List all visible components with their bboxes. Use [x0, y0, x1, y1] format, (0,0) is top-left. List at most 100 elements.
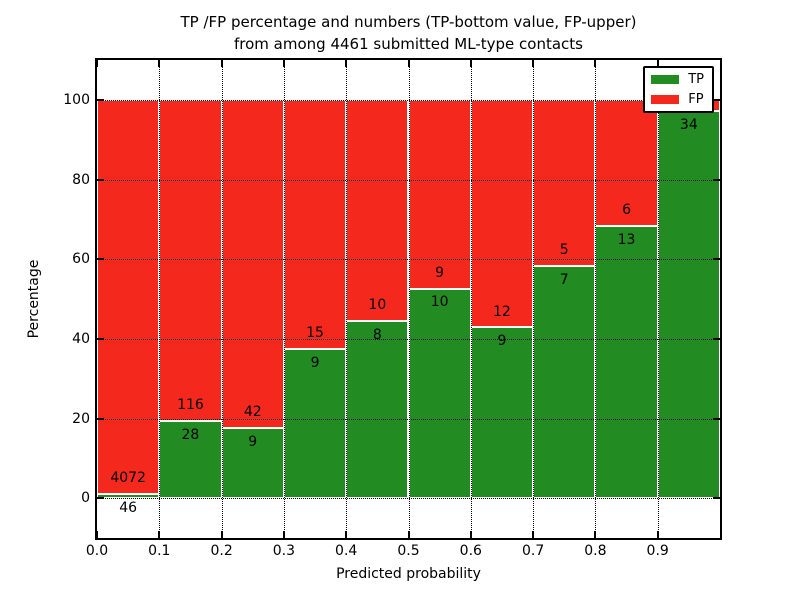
x-tick-mark: [345, 60, 348, 67]
x-tick-mark: [469, 531, 472, 538]
y-tick-mark: [713, 417, 720, 420]
x-tick-mark: [158, 531, 161, 538]
bar-label-tp: 28: [181, 426, 200, 443]
bar-segment-fp: [408, 99, 471, 289]
x-tick-mark: [594, 531, 597, 538]
x-tick-mark: [594, 60, 597, 67]
x-tick-mark: [282, 531, 285, 538]
x-tick-mark: [282, 60, 285, 67]
chart-title: TP /FP percentage and numbers (TP-bottom…: [97, 11, 720, 55]
bar-segment-fp: [221, 99, 284, 428]
bar-label-tp: 8: [372, 327, 382, 344]
bar-label-fp: 4072: [110, 469, 146, 486]
bar-label-tp: 13: [617, 231, 636, 248]
bar-label-fp: 15: [306, 324, 324, 341]
y-tick-label: 0: [81, 490, 90, 507]
y-tick-mark: [713, 98, 720, 101]
bar-segment-tp: [533, 265, 596, 499]
y-tick-mark: [97, 98, 104, 101]
x-tick-label: 0.3: [272, 543, 296, 559]
x-tick-mark: [220, 60, 223, 67]
x-tick-mark: [656, 60, 659, 67]
bar-segment-tp: [283, 348, 347, 499]
y-tick-label: 20: [72, 410, 90, 427]
y-tick-label: 80: [72, 171, 90, 188]
x-tick-label: 0.6: [459, 543, 482, 559]
y-tick-mark: [97, 417, 104, 420]
v-gridline: [657, 60, 659, 538]
y-tick-mark: [713, 497, 720, 500]
x-tick-mark: [220, 531, 223, 538]
legend-label-fp: FP: [688, 92, 704, 107]
bar-segment-tp: [470, 327, 534, 499]
bar-label-fp: 5: [559, 241, 569, 258]
bar-label-tp: 10: [430, 294, 449, 311]
x-tick-label: 0.7: [521, 543, 545, 559]
y-tick-label: 60: [72, 251, 90, 268]
bar-segment-tp: [97, 493, 160, 499]
legend-label-tp: TP: [688, 72, 704, 87]
x-tick-mark: [345, 531, 348, 538]
v-gridline: [470, 60, 472, 538]
v-gridline: [346, 60, 348, 538]
bar-segment-fp: [159, 99, 222, 421]
bar-label-fp: 6: [622, 201, 632, 218]
bar-label-tp: 7: [559, 271, 569, 288]
bar-segment-tp: [408, 288, 471, 499]
chart-title-line1: TP /FP percentage and numbers (TP-bottom…: [180, 13, 637, 31]
y-tick-mark: [97, 258, 104, 261]
legend-item-tp: TP: [651, 73, 704, 86]
x-tick-mark: [532, 60, 535, 67]
x-tick-label: 0.8: [584, 543, 607, 559]
v-gridline: [221, 60, 223, 538]
legend-swatch-tp-icon: [651, 75, 680, 84]
v-gridline: [159, 60, 161, 538]
bar-segment-fp: [470, 99, 534, 328]
chart-title-line2: from among 4461 submitted ML-type contac…: [234, 35, 583, 53]
x-tick-mark: [469, 60, 472, 67]
x-tick-label: 0.5: [397, 543, 420, 559]
bar-segment-fp: [346, 99, 409, 322]
x-tick-label: 0.1: [148, 543, 171, 559]
bar-label-tp: 9: [310, 354, 320, 371]
bar-label-tp: 46: [119, 499, 138, 516]
bar-segment-tp: [595, 225, 658, 499]
bar-label-fp: 12: [493, 303, 511, 320]
v-gridline: [595, 60, 597, 538]
bar-label-fp: 42: [243, 403, 262, 420]
x-tick-label: 0.9: [646, 543, 669, 559]
y-tick-mark: [97, 178, 104, 181]
bar-label-tp: 34: [679, 117, 698, 134]
bar-segment-fp: [595, 99, 658, 226]
x-tick-mark: [407, 60, 410, 67]
x-tick-mark: [158, 60, 161, 67]
bar-segment-fp: [97, 99, 160, 494]
bar-segment-fp: [283, 99, 347, 349]
legend-item-fp: FP: [651, 93, 704, 106]
legend: TP FP: [643, 66, 714, 113]
x-tick-label: 0.0: [85, 543, 109, 559]
y-tick-label: 40: [72, 330, 90, 347]
x-tick-mark: [407, 531, 410, 538]
bar-segment-tp: [221, 427, 284, 499]
x-tick-mark: [532, 531, 535, 538]
bar-label-fp: 116: [177, 396, 204, 413]
bar-segment-tp: [657, 111, 720, 499]
bar-label-tp: 9: [248, 433, 258, 450]
y-tick-label: 100: [63, 91, 90, 108]
y-tick-mark: [713, 337, 720, 340]
v-gridline: [283, 60, 285, 538]
x-tick-mark: [96, 60, 98, 67]
x-tick-mark: [96, 531, 98, 538]
y-axis-label: Percentage: [26, 259, 42, 339]
x-tick-label: 0.2: [210, 543, 233, 559]
bar-segment-tp: [346, 321, 409, 499]
y-tick-mark: [97, 497, 104, 500]
x-tick-label: 0.4: [335, 543, 358, 559]
bar-label-fp: 10: [368, 297, 387, 314]
plot-area: 4072 46 116 28 42 9 15 9 10 8 9 10 12 9 5 7 6 13 34 TP FP: [95, 58, 722, 540]
y-tick-labels: 0 20 40 60 80 100: [0, 60, 90, 538]
bar-label-fp: 9: [435, 264, 445, 281]
y-tick-mark: [97, 337, 104, 340]
x-tick-labels: 0.0 0.1 0.2 0.3 0.4 0.5 0.6 0.7 0.8 0.9: [86, 543, 720, 561]
